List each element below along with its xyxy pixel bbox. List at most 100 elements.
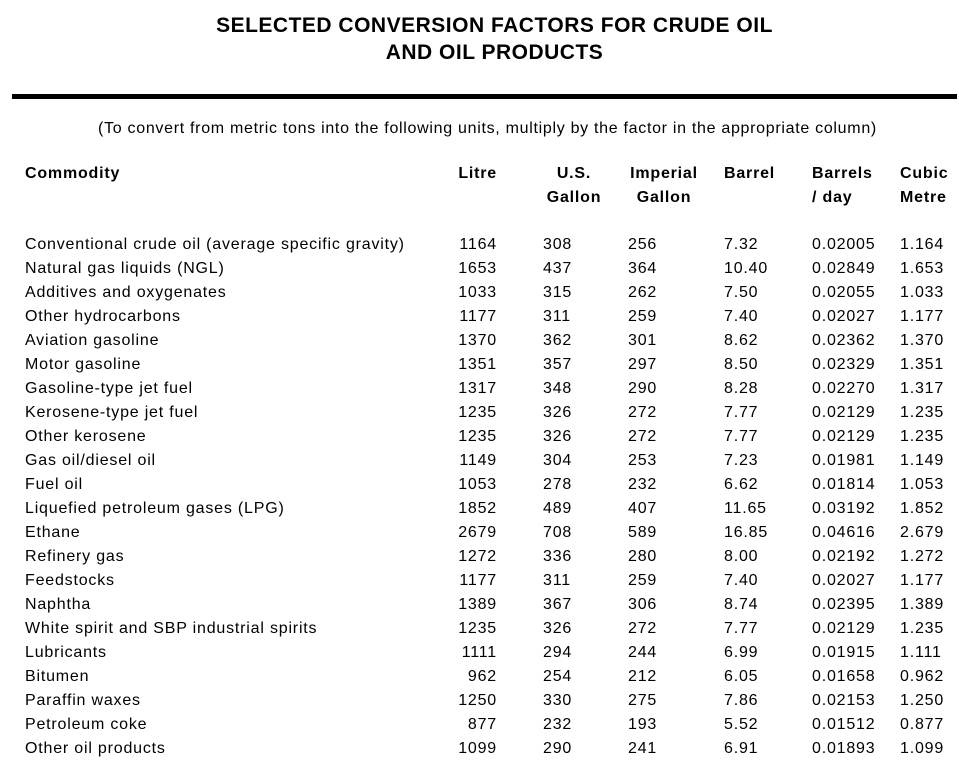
- cell-imperial_gallon: 306: [628, 596, 658, 613]
- cell-barrels_per_day: 0.02129: [812, 620, 876, 637]
- cell-commodity: Paraffin waxes: [25, 692, 141, 709]
- cell-us_gallon: 278: [543, 476, 573, 493]
- cell-barrel: 8.74: [724, 596, 759, 613]
- cell-litre: 1389: [458, 596, 497, 613]
- cell-barrel: 10.40: [724, 260, 769, 277]
- cell-imperial_gallon: 256: [628, 236, 658, 253]
- cell-cubic_metre: 1.033: [900, 284, 945, 301]
- table-header-row: Commodity Litre U.S. Gallon Imperial Gal…: [0, 162, 959, 222]
- column-header-barrel: Barrel: [724, 165, 776, 182]
- cell-cubic_metre: 1.177: [900, 572, 945, 589]
- cell-commodity: Refinery gas: [25, 548, 125, 565]
- cell-cubic_metre: 0.877: [900, 716, 945, 733]
- cell-litre: 1317: [458, 380, 497, 397]
- cell-commodity: Petroleum coke: [25, 716, 148, 733]
- cell-cubic_metre: 2.679: [900, 524, 945, 541]
- cell-us_gallon: 330: [543, 692, 573, 709]
- cell-barrels_per_day: 0.02027: [812, 572, 876, 589]
- cell-us_gallon: 290: [543, 740, 573, 757]
- cell-imperial_gallon: 262: [628, 284, 658, 301]
- table-row: Paraffin waxes 1250 330 275 7.86 0.02153 1.250: [0, 689, 959, 713]
- cell-imperial_gallon: 259: [628, 308, 658, 325]
- cell-cubic_metre: 0.962: [900, 668, 945, 685]
- table-row: Other hydrocarbons 1177 311 259 7.40 0.02027 1…: [0, 305, 959, 329]
- cell-barrel: 6.91: [724, 740, 759, 757]
- cell-barrels_per_day: 0.02005: [812, 236, 876, 253]
- cell-imperial_gallon: 272: [628, 404, 658, 421]
- cell-litre: 962: [467, 668, 497, 685]
- cell-imperial_gallon: 272: [628, 428, 658, 445]
- cell-cubic_metre: 1.235: [900, 428, 945, 445]
- cell-litre: 1852: [458, 500, 497, 517]
- cell-barrel: 7.77: [724, 428, 759, 445]
- cell-barrel: 7.23: [724, 452, 759, 469]
- cell-commodity: Additives and oxygenates: [25, 284, 227, 301]
- table-row: Other oil products 1099 290 241 6.91 0.01893 1…: [0, 737, 959, 761]
- cell-cubic_metre: 1.235: [900, 620, 945, 637]
- cell-us_gallon: 348: [543, 380, 573, 397]
- cell-barrel: 7.77: [724, 404, 759, 421]
- cell-barrel: 7.40: [724, 308, 759, 325]
- table-row: Feedstocks 1177 311 259 7.40 0.02027 1.177: [0, 569, 959, 593]
- page-title: SELECTED CONVERSION FACTORS FOR CRUDE OI…: [0, 12, 959, 66]
- cell-litre: 1033: [458, 284, 497, 301]
- cell-barrel: 5.52: [724, 716, 759, 733]
- cell-imperial_gallon: 241: [628, 740, 658, 757]
- column-header-barrels-per-day: Barrels / day: [812, 165, 873, 206]
- cell-cubic_metre: 1.111: [900, 644, 942, 661]
- cell-commodity: Gasoline-type jet fuel: [25, 380, 193, 397]
- cell-imperial_gallon: 253: [628, 452, 658, 469]
- column-header-litre: Litre: [458, 165, 497, 182]
- cell-commodity: Feedstocks: [25, 572, 115, 589]
- cell-barrels_per_day: 0.02129: [812, 404, 876, 421]
- cell-us_gallon: 294: [543, 644, 573, 661]
- cell-commodity: Liquefied petroleum gases (LPG): [25, 500, 285, 517]
- table-row: Natural gas liquids (NGL) 1653 437 364 10.40…: [0, 257, 959, 281]
- table-row: Bitumen 962 254 212 6.05 0.01658 0.962: [0, 665, 959, 689]
- cell-imperial_gallon: 280: [628, 548, 658, 565]
- cell-litre: 1099: [458, 740, 497, 757]
- cell-barrel: 7.40: [724, 572, 759, 589]
- cell-cubic_metre: 1.250: [900, 692, 945, 709]
- cell-imperial_gallon: 272: [628, 620, 658, 637]
- cell-litre: 1272: [458, 548, 497, 565]
- cell-commodity: Other oil products: [25, 740, 166, 757]
- cell-commodity: Lubricants: [25, 644, 107, 661]
- cell-imperial_gallon: 297: [628, 356, 658, 373]
- cell-barrels_per_day: 0.01893: [812, 740, 876, 757]
- cell-cubic_metre: 1.317: [900, 380, 945, 397]
- column-header-imperial-gallon: Imperial Gallon: [630, 165, 698, 206]
- cell-barrels_per_day: 0.01915: [812, 644, 876, 661]
- cell-commodity: Motor gasoline: [25, 356, 142, 373]
- cell-barrels_per_day: 0.02153: [812, 692, 876, 709]
- cell-commodity: Other kerosene: [25, 428, 147, 445]
- cell-us_gallon: 311: [543, 308, 571, 325]
- cell-litre: 1250: [458, 692, 497, 709]
- cell-us_gallon: 326: [543, 404, 573, 421]
- cell-barrels_per_day: 0.02027: [812, 308, 876, 325]
- cell-barrel: 8.62: [724, 332, 759, 349]
- cell-barrel: 7.77: [724, 620, 759, 637]
- table-row: Fuel oil 1053 278 232 6.62 0.01814 1.053: [0, 473, 959, 497]
- cell-barrels_per_day: 0.03192: [812, 500, 876, 517]
- cell-us_gallon: 326: [543, 428, 573, 445]
- table-row: White spirit and SBP industrial spirits 1…: [0, 617, 959, 641]
- table-row: Gas oil/diesel oil 1149 304 253 7.23 0.01981 1…: [0, 449, 959, 473]
- cell-barrel: 6.62: [724, 476, 759, 493]
- cell-barrel: 7.32: [724, 236, 759, 253]
- cell-barrels_per_day: 0.02270: [812, 380, 876, 397]
- cell-cubic_metre: 1.389: [900, 596, 945, 613]
- cell-litre: 1235: [458, 428, 497, 445]
- cell-cubic_metre: 1.177: [900, 308, 945, 325]
- cell-cubic_metre: 1.164: [900, 236, 945, 253]
- cell-commodity: Other hydrocarbons: [25, 308, 181, 325]
- cell-barrels_per_day: 0.02849: [812, 260, 876, 277]
- cell-barrels_per_day: 0.02395: [812, 596, 876, 613]
- cell-litre: 2679: [458, 524, 497, 541]
- table-row: Petroleum coke 877 232 193 5.52 0.01512 0.877: [0, 713, 959, 737]
- cell-imperial_gallon: 407: [628, 500, 658, 517]
- table-row: Motor gasoline 1351 357 297 8.50 0.02329 1.351: [0, 353, 959, 377]
- cell-us_gallon: 311: [543, 572, 571, 589]
- cell-barrel: 8.00: [724, 548, 759, 565]
